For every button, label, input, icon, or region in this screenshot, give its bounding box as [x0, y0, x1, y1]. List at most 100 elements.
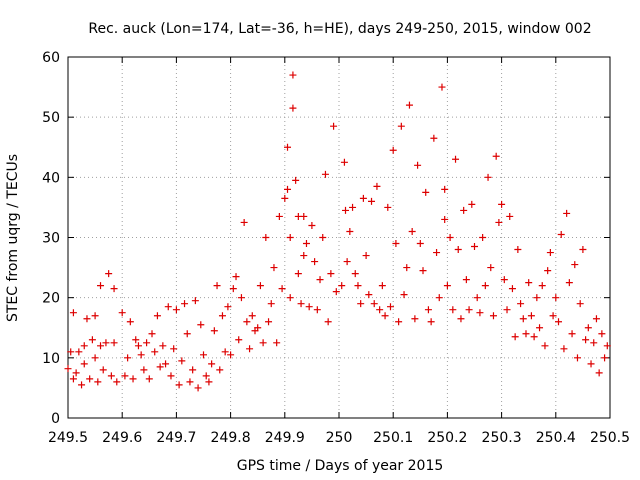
data-point: [256, 282, 264, 290]
data-point: [270, 264, 278, 272]
data-point: [376, 306, 384, 314]
data-point: [118, 309, 126, 317]
data-point: [248, 312, 256, 320]
data-point: [97, 282, 105, 290]
data-point: [240, 218, 248, 226]
data-point: [595, 369, 603, 377]
y-tick-label: 0: [51, 411, 60, 427]
data-point: [397, 122, 405, 130]
data-point: [373, 182, 381, 190]
data-point: [603, 342, 611, 350]
data-point: [565, 279, 573, 287]
data-point: [506, 212, 514, 220]
data-point: [527, 312, 535, 320]
data-point: [481, 282, 489, 290]
data-point: [517, 300, 525, 308]
data-point: [97, 342, 105, 350]
data-point: [522, 330, 530, 338]
data-point: [311, 258, 319, 266]
data-point: [324, 318, 332, 326]
y-tick-label: 30: [42, 231, 60, 247]
data-point: [438, 83, 446, 91]
data-point: [378, 282, 386, 290]
data-points: [64, 71, 611, 392]
data-point: [443, 282, 451, 290]
data-point: [289, 104, 297, 112]
y-tick-labels: 0 10 20 30 40 50 60: [42, 50, 60, 427]
data-point: [351, 270, 359, 278]
x-tick-label: 249.5: [48, 430, 88, 446]
data-point: [194, 384, 202, 392]
data-point: [275, 212, 283, 220]
data-point: [286, 294, 294, 302]
data-point: [91, 312, 99, 320]
data-point: [224, 303, 232, 311]
data-point: [156, 363, 164, 371]
x-tick-label: 250.4: [536, 430, 576, 446]
data-point: [102, 339, 110, 347]
data-point: [88, 336, 96, 344]
data-point: [94, 378, 102, 386]
data-point: [525, 279, 533, 287]
data-point: [284, 185, 292, 193]
data-point: [576, 300, 584, 308]
data-point: [433, 249, 441, 257]
data-point: [227, 351, 235, 359]
data-point: [80, 342, 88, 350]
data-point: [330, 122, 338, 130]
data-point: [441, 185, 449, 193]
data-point: [584, 324, 592, 332]
data-point: [69, 309, 77, 317]
x-tick-label: 250.5: [590, 430, 630, 446]
data-point: [105, 270, 113, 278]
data-point: [273, 339, 281, 347]
data-point: [202, 372, 210, 380]
data-point: [571, 261, 579, 269]
data-point: [381, 312, 389, 320]
data-point: [471, 243, 478, 251]
y-tick-label: 40: [42, 170, 60, 186]
data-point: [500, 276, 508, 284]
data-point: [167, 372, 175, 380]
data-point: [519, 315, 527, 323]
data-point: [346, 227, 354, 235]
data-point: [549, 312, 557, 320]
data-point: [216, 366, 224, 374]
data-point: [392, 240, 400, 248]
data-point: [110, 339, 118, 347]
data-point: [430, 134, 438, 142]
data-point: [587, 360, 595, 368]
data-point: [162, 360, 170, 368]
data-point: [302, 240, 310, 248]
data-point: [151, 348, 159, 356]
data-point: [473, 294, 481, 302]
x-tick-label: 249.8: [211, 430, 251, 446]
data-point: [229, 285, 237, 293]
data-point: [91, 354, 99, 362]
data-point: [601, 354, 609, 362]
data-point: [126, 318, 134, 326]
x-tick-label: 250.1: [373, 430, 413, 446]
data-point: [205, 378, 213, 386]
data-point: [289, 71, 297, 79]
data-point: [178, 357, 186, 365]
data-point: [321, 170, 329, 178]
data-point: [411, 315, 419, 323]
data-point: [546, 249, 554, 257]
data-point: [427, 318, 435, 326]
data-point: [408, 227, 416, 235]
data-point: [300, 212, 308, 220]
data-point: [297, 300, 305, 308]
data-point: [354, 282, 362, 290]
data-point: [487, 264, 495, 272]
data-point: [338, 282, 346, 290]
data-point: [99, 366, 107, 374]
data-point: [278, 285, 286, 293]
data-point: [186, 378, 194, 386]
data-point: [137, 351, 145, 359]
x-tick-label: 249.9: [265, 430, 305, 446]
data-point: [265, 318, 273, 326]
data-point: [441, 215, 449, 223]
data-point: [286, 234, 294, 241]
